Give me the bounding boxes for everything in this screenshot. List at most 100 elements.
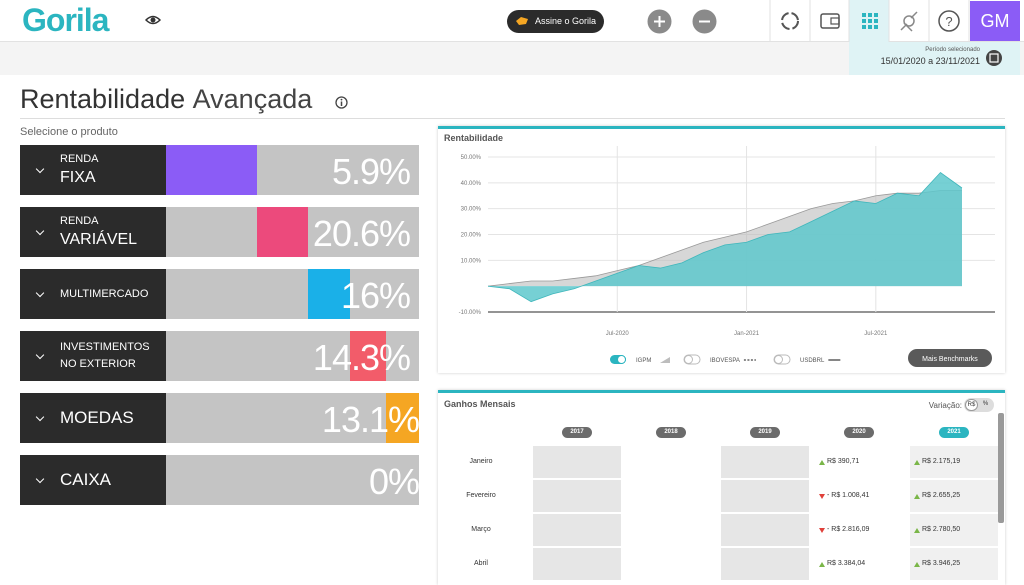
benchmarks-button-text: Mais Benchmarks xyxy=(922,356,978,363)
product-value: 0% xyxy=(368,461,420,502)
svg-text:?: ? xyxy=(945,14,952,29)
product-large: FIXA xyxy=(60,169,96,186)
product-large: MOEDAS xyxy=(60,408,134,427)
period-label: Período selecionado xyxy=(925,47,980,53)
month-label: Janeiro xyxy=(469,458,493,465)
product-label-bg xyxy=(20,331,166,381)
x-tick-label: Jan-2021 xyxy=(734,331,760,337)
title-rule xyxy=(20,118,1005,119)
info-icon[interactable] xyxy=(335,96,348,109)
year-pill[interactable]: 2020 xyxy=(844,427,874,438)
title-light: Avançada xyxy=(192,84,313,114)
x-tick-label: Jul-2020 xyxy=(606,331,630,337)
product-value: 13.1% xyxy=(321,399,420,440)
month-label: Fevereiro xyxy=(466,492,496,499)
product-small: INVESTIMENTOS NO EXTERIOR xyxy=(60,341,150,370)
product-value: 16% xyxy=(340,275,411,316)
arrow-down xyxy=(819,494,825,499)
arrow-down xyxy=(819,528,825,533)
product-label-bg xyxy=(20,145,166,195)
month-label: Abril xyxy=(473,560,488,567)
product-label-bg xyxy=(20,207,166,257)
avatar[interactable]: GM xyxy=(970,1,1020,41)
toolbar-icons[interactable]: ? xyxy=(769,0,970,42)
zoom-out[interactable] xyxy=(692,9,717,34)
monthly-value: R$ 2.655,25 xyxy=(922,492,961,499)
month-label: Março xyxy=(471,526,491,533)
cell-bg xyxy=(533,548,621,580)
product-label-bg xyxy=(20,393,166,443)
product-label-bg xyxy=(20,455,166,505)
arrow-up xyxy=(914,562,920,567)
product-small: RENDA xyxy=(60,153,99,165)
cell-bg xyxy=(910,446,998,478)
legend-toggle-knob xyxy=(684,355,693,364)
arrow-up xyxy=(914,528,920,533)
arrow-up xyxy=(914,460,920,465)
avatar-text: GM xyxy=(980,11,1010,31)
title-main: Rentabilidade xyxy=(20,84,186,114)
area xyxy=(488,172,962,302)
product-label-bg xyxy=(20,269,166,319)
monthly-value: R$ 2.780,50 xyxy=(922,526,961,533)
product-bar xyxy=(308,269,350,319)
monthly-value: R$ 390,71 xyxy=(827,458,860,465)
chart: Rentabilidade -10.00% 10.00% 20.00% 30.00% 40… xyxy=(444,133,995,367)
y-tick-label: 20.00% xyxy=(461,233,482,239)
logo[interactable]: Gorila xyxy=(22,2,109,38)
legend-toggle-knob xyxy=(774,355,783,364)
subscribe-icon xyxy=(516,17,528,25)
legend-toggle-knob xyxy=(617,355,626,364)
year-pill[interactable]: 2021 xyxy=(939,427,969,438)
monthly-value: R$ 3.384,04 xyxy=(827,560,866,567)
benchmarks-button[interactable] xyxy=(908,349,992,367)
arrow-up xyxy=(819,460,825,465)
cell-bg xyxy=(533,480,621,512)
arrow-up xyxy=(819,562,825,567)
cell-bg xyxy=(721,514,809,546)
toggle-option[interactable]: % xyxy=(982,401,989,407)
product-large: VARIÁVEL xyxy=(60,231,138,248)
zoom-in[interactable] xyxy=(647,9,672,34)
x-tick-label: Jul-2021 xyxy=(864,331,888,337)
products-label: Selecione o produto xyxy=(20,126,118,138)
line xyxy=(487,171,963,303)
monthly-title: Ganhos Mensais xyxy=(444,399,516,409)
legend-label: IGPM xyxy=(636,358,651,364)
cell-bg xyxy=(533,446,621,478)
year-pill[interactable]: 2019 xyxy=(750,427,780,438)
line xyxy=(487,190,962,287)
product-large: CAIXA xyxy=(60,470,112,489)
scrollbar[interactable] xyxy=(998,413,1004,523)
period: 15/01/2020 a 23/11/2021 xyxy=(880,56,980,66)
product-small: RENDA xyxy=(60,215,99,227)
y-tick-label: 30.00% xyxy=(461,207,482,213)
subscribe-button[interactable]: Assine o Gorila xyxy=(507,10,604,33)
y-tick-label: -10.00% xyxy=(459,310,482,316)
arrow-up xyxy=(914,494,920,499)
calendar-icon[interactable] xyxy=(986,49,1002,67)
product-value: 5.9% xyxy=(331,151,411,192)
chart-title: Rentabilidade xyxy=(444,133,503,143)
product-value: 14.3% xyxy=(312,337,411,378)
cell-bg xyxy=(721,480,809,512)
monthly-value: - R$ 2.816,09 xyxy=(827,526,870,533)
year-pill[interactable]: 2018 xyxy=(656,427,686,438)
product-value: 20.6% xyxy=(312,213,411,254)
page-title: Rentabilidade Avançada xyxy=(20,84,312,115)
toggle-option[interactable]: R$ xyxy=(965,399,978,411)
cell-bg xyxy=(910,548,998,580)
variation-label: Variação: xyxy=(928,401,962,410)
legend-swatch xyxy=(660,357,670,363)
product-small: MULTIMERCADO xyxy=(60,287,149,300)
cell-bg xyxy=(910,480,998,512)
eye-icon[interactable] xyxy=(145,13,161,27)
legend-label: USDBRL xyxy=(800,358,825,364)
monthly-value: R$ 2.175,19 xyxy=(922,458,961,465)
product-bar xyxy=(350,331,386,381)
y-tick-label: 10.00% xyxy=(461,258,482,264)
cell-bg xyxy=(721,548,809,580)
year-pill[interactable]: 2017 xyxy=(562,427,592,438)
product-bar xyxy=(166,145,257,195)
